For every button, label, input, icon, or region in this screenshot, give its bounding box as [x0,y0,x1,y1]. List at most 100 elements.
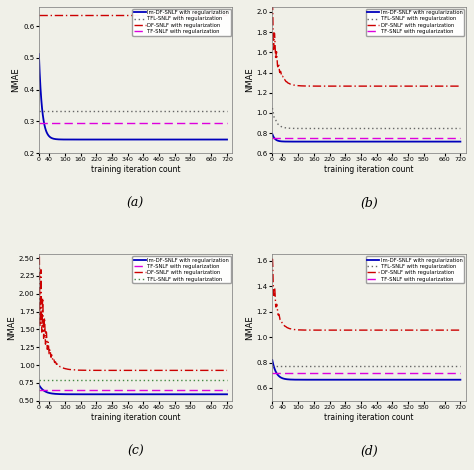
TFL-SNLF with regularization [36,377,42,383]
Im-DF-SNLF with regularization [39,108,45,113]
DF-SNLF with regularization [393,327,399,333]
TF-SNLF with regularization [39,387,45,392]
TF-SNLF with regularization [88,120,93,126]
TF-SNLF with regularization [321,370,327,376]
TF-SNLF with regularization [160,387,165,392]
Im-DF-SNLF with regularization [221,392,227,397]
DF-SNLF with regularization [311,327,317,333]
TF-SNLF with regularization [36,120,42,126]
TF-SNLF with regularization [36,387,42,392]
DF-SNLF with regularization [160,12,165,18]
DF-SNLF with regularization [59,365,65,370]
TF-SNLF with regularization [311,135,317,141]
TFL-SNLF with regularization [39,377,45,383]
TF-SNLF with regularization [292,370,298,376]
DF-SNLF with regularization [39,12,45,18]
Im-DF-SNLF with regularization [393,139,399,144]
DF-SNLF with regularization [36,226,42,232]
Im-DF-SNLF with regularization [393,377,399,383]
Im-DF-SNLF with regularization [59,392,64,397]
DF-SNLF with regularization [292,83,298,88]
TFL-SNLF with regularization [59,108,64,113]
Im-DF-SNLF with regularization [273,368,279,374]
TFL-SNLF with regularization [155,377,160,383]
DF-SNLF with regularization [88,12,93,18]
Line: DF-SNLF with regularization: DF-SNLF with regularization [272,259,460,330]
TFL-SNLF with regularization [311,125,317,131]
TFL-SNLF with regularization [321,363,327,368]
TFL-SNLF with regularization [269,363,275,368]
TFL-SNLF with regularization [269,105,275,111]
DF-SNLF with regularization [311,83,317,89]
TF-SNLF with regularization [388,370,393,376]
Im-DF-SNLF with regularization [321,139,327,144]
DF-SNLF with regularization [78,12,83,18]
TFL-SNLF with regularization [88,377,93,383]
DF-SNLF with regularization [388,327,393,333]
Im-DF-SNLF with regularization [388,377,393,383]
TF-SNLF with regularization [311,370,317,376]
TF-SNLF with regularization [59,387,64,392]
Line: TFL-SNLF with regularization: TFL-SNLF with regularization [272,108,460,128]
Legend: Im-DF-SNLF with regularization, TF-SNLF with regularization, DF-SNLF with regula: Im-DF-SNLF with regularization, TF-SNLF … [132,256,231,283]
Line: DF-SNLF with regularization: DF-SNLF with regularization [272,3,460,86]
Line: Im-DF-SNLF with regularization: Im-DF-SNLF with regularization [39,385,227,394]
TFL-SNLF with regularization [36,108,42,113]
Im-DF-SNLF with regularization [311,139,317,144]
Im-DF-SNLF with regularization [361,139,366,144]
TFL-SNLF with regularization [273,117,279,123]
TFL-SNLF with regularization [388,363,393,368]
DF-SNLF with regularization [224,12,230,18]
Line: Im-DF-SNLF with regularization: Im-DF-SNLF with regularization [272,134,460,141]
TFL-SNLF with regularization [160,108,165,113]
Im-DF-SNLF with regularization [292,139,298,144]
TF-SNLF with regularization [39,120,45,126]
DF-SNLF with regularization [388,83,393,89]
Y-axis label: NMAE: NMAE [245,315,254,340]
X-axis label: training iteration count: training iteration count [91,165,180,174]
Im-DF-SNLF with regularization [160,392,165,397]
TF-SNLF with regularization [457,370,463,376]
TF-SNLF with regularization [273,135,279,141]
DF-SNLF with regularization [292,327,298,332]
TFL-SNLF with regularization [311,363,317,368]
Line: Im-DF-SNLF with regularization: Im-DF-SNLF with regularization [39,54,227,140]
X-axis label: training iteration count: training iteration count [91,413,180,422]
DF-SNLF with regularization [36,12,42,18]
TFL-SNLF with regularization [224,108,230,113]
Im-DF-SNLF with regularization [388,139,393,144]
TFL-SNLF with regularization [224,377,230,383]
TF-SNLF with regularization [224,120,230,126]
Text: (c): (c) [127,445,144,458]
Legend: Im-DF-SNLF with regularization, TFL-SNLF with regularization, DF-SNLF with regul: Im-DF-SNLF with regularization, TFL-SNLF… [366,256,464,283]
TFL-SNLF with regularization [78,108,83,113]
DF-SNLF with regularization [269,1,275,7]
TFL-SNLF with regularization [160,377,165,383]
TF-SNLF with regularization [321,135,327,141]
TF-SNLF with regularization [155,120,160,126]
TF-SNLF with regularization [78,387,83,392]
Im-DF-SNLF with regularization [292,377,298,383]
TFL-SNLF with regularization [292,363,298,368]
TFL-SNLF with regularization [59,377,64,383]
Y-axis label: NMAE: NMAE [7,315,16,340]
DF-SNLF with regularization [457,327,463,333]
TF-SNLF with regularization [224,387,230,392]
DF-SNLF with regularization [321,327,327,333]
X-axis label: training iteration count: training iteration count [324,413,414,422]
Im-DF-SNLF with regularization [39,386,45,392]
Im-DF-SNLF with regularization [457,139,463,144]
Legend: Im-DF-SNLF with regularization, TFL-SNLF with regularization, DF-SNLF with regul: Im-DF-SNLF with regularization, TFL-SNLF… [366,8,464,36]
TF-SNLF with regularization [292,135,298,141]
Text: (a): (a) [127,197,144,210]
Im-DF-SNLF with regularization [155,137,160,142]
Im-DF-SNLF with regularization [224,392,230,397]
Legend: Im-DF-SNLF with regularization, TFL-SNLF with regularization, DF-SNLF with regul: Im-DF-SNLF with regularization, TFL-SNLF… [132,8,231,36]
Im-DF-SNLF with regularization [273,137,279,142]
DF-SNLF with regularization [269,257,275,262]
TF-SNLF with regularization [457,135,463,141]
DF-SNLF with regularization [155,12,160,18]
DF-SNLF with regularization [160,368,166,373]
Text: (b): (b) [360,197,378,210]
Im-DF-SNLF with regularization [457,377,463,383]
